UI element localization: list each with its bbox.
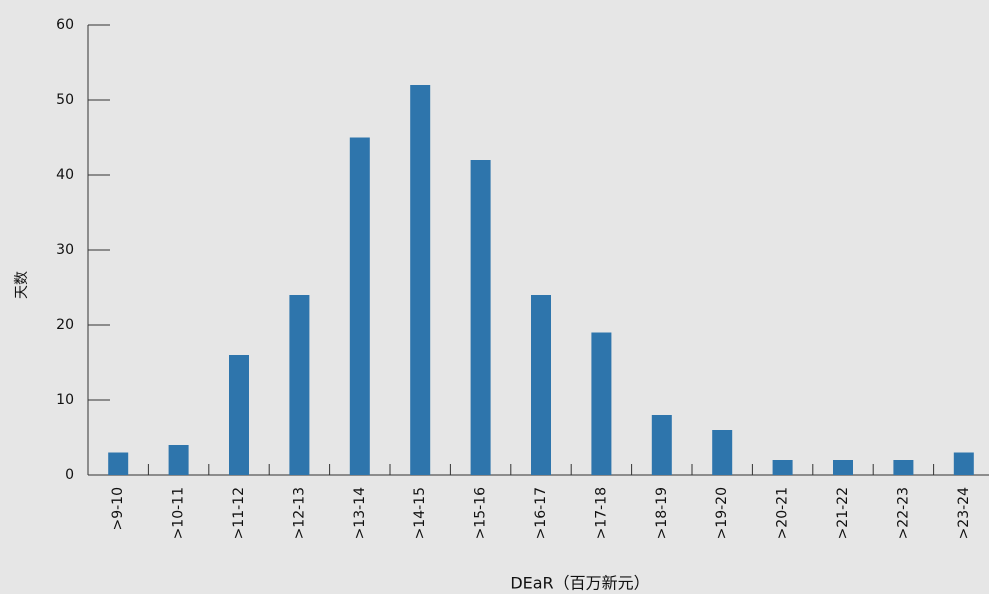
x-tick-label: >12-13 (291, 487, 307, 539)
x-tick-label: >20-21 (775, 487, 791, 539)
x-tick-label: >11-12 (231, 487, 247, 539)
x-tick-label: >18-19 (654, 487, 670, 539)
x-tick-label: >14-15 (412, 487, 428, 539)
y-tick-label: 60 (56, 17, 74, 33)
y-tick-label: 40 (56, 167, 74, 183)
bar (591, 332, 612, 475)
x-tick-label: >23-24 (956, 487, 972, 540)
y-tick-label: 10 (56, 392, 74, 408)
bar (289, 295, 310, 475)
bar (712, 430, 733, 475)
bar (893, 460, 914, 475)
x-tick-label: >21-22 (835, 487, 851, 539)
x-axis-label: DEaR（百万新元） (510, 574, 649, 593)
y-tick-label: 20 (56, 317, 74, 333)
bar (651, 415, 672, 475)
bar (108, 452, 129, 475)
x-tick-label: >22-23 (895, 487, 911, 539)
bar (953, 452, 974, 475)
x-tick-label: >17-18 (593, 487, 609, 539)
bar (349, 137, 370, 475)
y-tick-label: 0 (65, 467, 74, 483)
bar (410, 85, 431, 475)
x-tick-label: >16-17 (533, 487, 549, 539)
y-axis-label: 天数 (14, 271, 30, 299)
x-tick-label: >15-16 (473, 487, 489, 540)
bar (531, 295, 551, 475)
x-tick-label: >10-11 (171, 487, 187, 539)
bar (229, 355, 249, 475)
bar (772, 460, 793, 475)
bar (470, 160, 491, 475)
y-tick-label: 30 (56, 242, 74, 258)
bar (833, 460, 853, 475)
x-tick-label: >13-14 (352, 487, 368, 540)
x-tick-label: >9-10 (110, 487, 126, 531)
y-tick-label: 50 (56, 92, 74, 108)
bar (168, 445, 189, 475)
x-tick-label: >19-20 (714, 487, 730, 539)
